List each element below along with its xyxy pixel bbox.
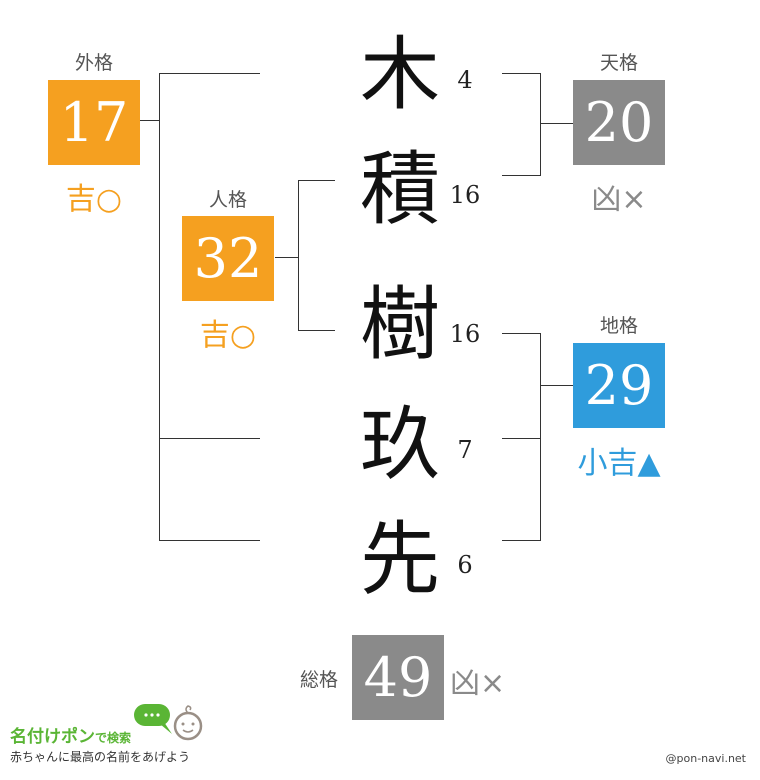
bracket-line (502, 438, 540, 439)
logo-sub: で検索 (95, 731, 132, 745)
inner-bracket (298, 180, 299, 331)
bracket-line (298, 180, 335, 181)
connector (140, 120, 159, 121)
tagline: 赤ちゃんに最高の名前をあげよう (10, 750, 191, 764)
gaikaku-fortune: 吉○ (65, 182, 123, 217)
bracket-line (159, 73, 260, 74)
bracket-line (502, 540, 540, 541)
name-char: 玖 (360, 398, 440, 491)
chikaku-fortune: 小吉▲ (577, 446, 661, 481)
outer-bracket (159, 73, 160, 540)
soukaku-box: 49 (352, 635, 444, 720)
name-char: 積 (360, 143, 440, 236)
gaikaku-box: 17 (48, 80, 140, 165)
bracket-line (298, 330, 335, 331)
connector (540, 385, 573, 386)
jinkaku-box: 32 (182, 216, 274, 301)
stroke-count: 16 (449, 320, 481, 348)
credit: @pon-navi.net (665, 752, 746, 765)
bracket-line (159, 540, 260, 541)
soukaku-label: 総格 (299, 669, 338, 691)
logo-main: 名付けポン (10, 727, 95, 747)
soukaku-fortune: 凶× (450, 666, 506, 701)
stroke-count: 16 (449, 181, 481, 209)
name-char: 樹 (360, 278, 440, 371)
baby-bubble-icon (134, 704, 203, 741)
bottom-right-bracket (540, 333, 541, 541)
jinkaku-fortune: 吉○ (199, 318, 257, 353)
name-char: 木 (360, 28, 440, 121)
connector (540, 123, 573, 124)
stroke-count: 7 (457, 436, 473, 464)
bracket-line (502, 175, 540, 176)
gaikaku-label: 外格 (74, 52, 113, 74)
stroke-count: 4 (457, 66, 473, 94)
bracket-line (159, 438, 260, 439)
connector (275, 257, 298, 258)
chikaku-label: 地格 (599, 315, 638, 337)
jinkaku-label: 人格 (208, 189, 247, 211)
tenkaku-box: 20 (573, 80, 665, 165)
tenkaku-label: 天格 (599, 52, 638, 74)
logo[interactable]: 名付けポンで検索 (10, 722, 131, 747)
chikaku-box: 29 (573, 343, 665, 428)
stroke-count: 6 (457, 551, 473, 579)
name-char: 先 (360, 513, 440, 606)
tenkaku-fortune: 凶× (591, 182, 647, 217)
bracket-line (502, 73, 540, 74)
top-right-bracket (540, 73, 541, 176)
bracket-line (502, 333, 540, 334)
